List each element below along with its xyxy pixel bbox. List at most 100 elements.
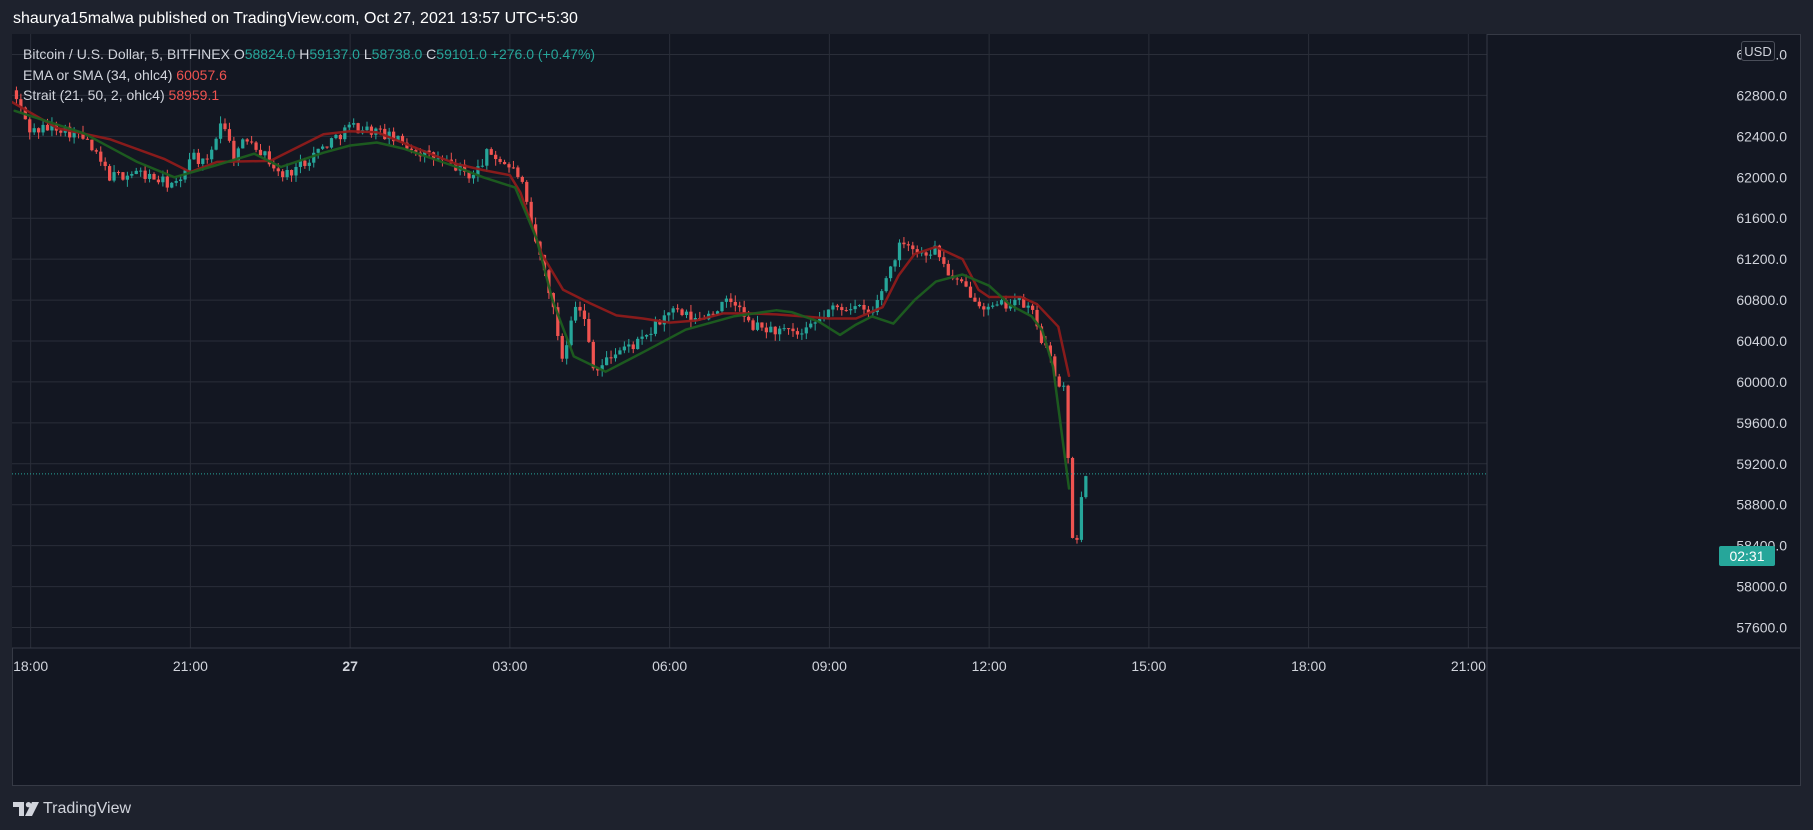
legend-strait-row[interactable]: Strait (21, 50, 2, ohlc4) 58959.1 bbox=[23, 85, 595, 106]
legend-symbol[interactable]: Bitcoin / U.S. Dollar, 5, BITFINEX bbox=[23, 46, 230, 62]
candle-body bbox=[272, 164, 276, 169]
candle-body bbox=[369, 126, 374, 135]
candle-body bbox=[636, 338, 640, 350]
chart-legend: Bitcoin / U.S. Dollar, 5, BITFINEX O5882… bbox=[23, 44, 595, 106]
candle-body bbox=[156, 179, 161, 183]
candle-body bbox=[853, 306, 857, 310]
candle-body bbox=[600, 365, 604, 371]
candle-body bbox=[773, 326, 777, 335]
price-tick-label: 61200.0 bbox=[1736, 251, 1787, 267]
candle-body bbox=[121, 172, 125, 180]
candle-body bbox=[316, 148, 320, 153]
footer: TradingView bbox=[13, 798, 131, 820]
candle-body bbox=[1066, 385, 1070, 458]
candle-body bbox=[840, 307, 844, 311]
candle-body bbox=[1062, 385, 1066, 387]
candles bbox=[14, 86, 1088, 544]
time-tick-label: 27 bbox=[342, 658, 358, 674]
candle-body bbox=[982, 306, 986, 310]
candle-body bbox=[489, 149, 493, 155]
legend-ema-label: EMA or SMA (34, ohlc4) bbox=[23, 66, 173, 83]
tradingview-brand[interactable]: TradingView bbox=[43, 800, 132, 817]
candle-body bbox=[826, 309, 831, 318]
time-tick-label: 09:00 bbox=[812, 658, 847, 674]
candle-body bbox=[28, 119, 32, 133]
candle-body bbox=[59, 130, 63, 133]
candle-body bbox=[977, 301, 981, 307]
candle-body bbox=[902, 242, 906, 245]
time-tick-label: 21:00 bbox=[1451, 658, 1486, 674]
candle-body bbox=[1079, 497, 1084, 540]
candle-body bbox=[667, 312, 671, 316]
candle-body bbox=[1030, 305, 1035, 310]
candle-body bbox=[41, 124, 45, 133]
candle-body bbox=[187, 159, 192, 171]
candle-body bbox=[613, 354, 618, 359]
price-tick-label: 62400.0 bbox=[1736, 128, 1787, 144]
candle-body bbox=[746, 316, 751, 321]
candle-body bbox=[760, 322, 764, 328]
grid bbox=[12, 34, 1487, 648]
candle-body bbox=[263, 151, 267, 156]
candle-body bbox=[498, 159, 502, 162]
candle-body bbox=[782, 328, 786, 330]
candle-body bbox=[139, 170, 143, 172]
candle-body bbox=[343, 127, 347, 140]
candle-body bbox=[205, 158, 209, 160]
candle-body bbox=[476, 166, 480, 175]
candle-body bbox=[835, 305, 839, 308]
legend-close-value: 59101.0 bbox=[436, 46, 487, 62]
candle-body bbox=[90, 139, 94, 151]
price-tick-label: 61600.0 bbox=[1736, 210, 1787, 226]
candle-body bbox=[1057, 376, 1061, 387]
candle-body bbox=[831, 305, 835, 310]
candle-body bbox=[325, 146, 329, 148]
candle-body bbox=[329, 138, 334, 148]
candle-body bbox=[529, 201, 533, 225]
candle-body bbox=[933, 245, 937, 255]
candle-body bbox=[684, 311, 689, 316]
candle-body bbox=[245, 139, 249, 142]
candle-body bbox=[560, 335, 564, 359]
candle-body bbox=[467, 171, 471, 179]
candle-body bbox=[955, 278, 959, 280]
candle-body bbox=[312, 152, 316, 163]
price-chart[interactable]: 57600.058000.058400.058800.059200.059600… bbox=[12, 34, 1801, 786]
candle-body bbox=[267, 151, 271, 165]
candle-body bbox=[711, 313, 715, 315]
candle-body bbox=[480, 165, 484, 167]
candle-body bbox=[755, 322, 760, 330]
candle-body bbox=[285, 170, 289, 178]
candle-body bbox=[378, 128, 382, 130]
candle-body bbox=[946, 263, 950, 276]
candle-body bbox=[218, 123, 223, 139]
time-tick-label: 06:00 bbox=[652, 658, 687, 674]
candle-body bbox=[738, 305, 742, 308]
candle-body bbox=[525, 181, 529, 202]
candle-body bbox=[14, 90, 19, 100]
candle-body bbox=[347, 124, 351, 128]
candle-body bbox=[19, 99, 23, 108]
candle-body bbox=[179, 179, 183, 182]
candle-body bbox=[289, 170, 294, 176]
legend-high-value: 59137.0 bbox=[309, 46, 360, 62]
candle-body bbox=[556, 307, 560, 336]
candle-body bbox=[400, 135, 405, 143]
candle-body bbox=[609, 357, 613, 359]
legend-ema-row[interactable]: EMA or SMA (34, ohlc4) 60057.6 bbox=[23, 65, 595, 86]
price-tick-label: 58000.0 bbox=[1736, 579, 1787, 595]
candle-body bbox=[671, 308, 675, 313]
candle-body bbox=[888, 266, 893, 279]
candle-body bbox=[1035, 309, 1039, 327]
candle-body bbox=[502, 161, 507, 165]
candle-body bbox=[427, 150, 431, 153]
candle-body bbox=[383, 128, 387, 140]
price-tick-label: 58800.0 bbox=[1736, 497, 1787, 513]
currency-button[interactable]: USD bbox=[1741, 41, 1775, 61]
candle-body bbox=[653, 321, 658, 334]
candle-body bbox=[1053, 356, 1057, 377]
candle-body bbox=[37, 128, 41, 133]
candle-body bbox=[880, 291, 884, 300]
candle-body bbox=[999, 300, 1004, 305]
candle-body bbox=[565, 345, 569, 359]
